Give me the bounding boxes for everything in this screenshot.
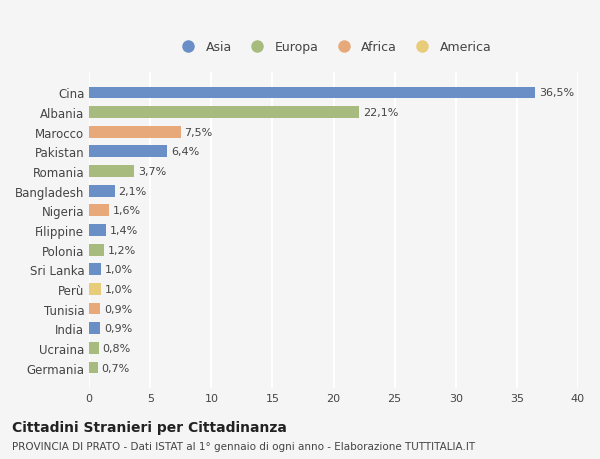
Text: 22,1%: 22,1% (363, 108, 398, 118)
Bar (89, 283, 101, 295)
Text: 0,9%: 0,9% (104, 324, 132, 334)
Bar (89, 107, 359, 119)
Bar (89, 87, 535, 99)
Text: 36,5%: 36,5% (539, 88, 574, 98)
Text: 1,0%: 1,0% (105, 284, 133, 294)
Bar (89, 205, 109, 217)
Legend: Asia, Europa, Africa, America: Asia, Europa, Africa, America (173, 39, 494, 56)
Text: 7,5%: 7,5% (185, 128, 213, 137)
Text: 2,1%: 2,1% (119, 186, 147, 196)
Bar (89, 127, 181, 138)
Bar (89, 185, 115, 197)
Text: 0,9%: 0,9% (104, 304, 132, 314)
Bar (89, 362, 98, 374)
Text: 1,0%: 1,0% (105, 265, 133, 274)
Bar (89, 244, 104, 256)
Bar (89, 224, 106, 236)
Text: 1,4%: 1,4% (110, 225, 138, 235)
Bar (89, 146, 167, 158)
Text: 6,4%: 6,4% (171, 147, 199, 157)
Bar (89, 303, 100, 315)
Text: 1,6%: 1,6% (112, 206, 140, 216)
Bar (89, 342, 99, 354)
Bar (89, 166, 134, 178)
Text: 3,7%: 3,7% (138, 167, 166, 177)
Bar (89, 264, 101, 275)
Text: Cittadini Stranieri per Cittadinanza: Cittadini Stranieri per Cittadinanza (12, 420, 287, 434)
Text: PROVINCIA DI PRATO - Dati ISTAT al 1° gennaio di ogni anno - Elaborazione TUTTIT: PROVINCIA DI PRATO - Dati ISTAT al 1° ge… (12, 441, 475, 451)
Text: 0,7%: 0,7% (101, 363, 130, 373)
Text: 1,2%: 1,2% (107, 245, 136, 255)
Bar (89, 323, 100, 334)
Text: 0,8%: 0,8% (103, 343, 131, 353)
